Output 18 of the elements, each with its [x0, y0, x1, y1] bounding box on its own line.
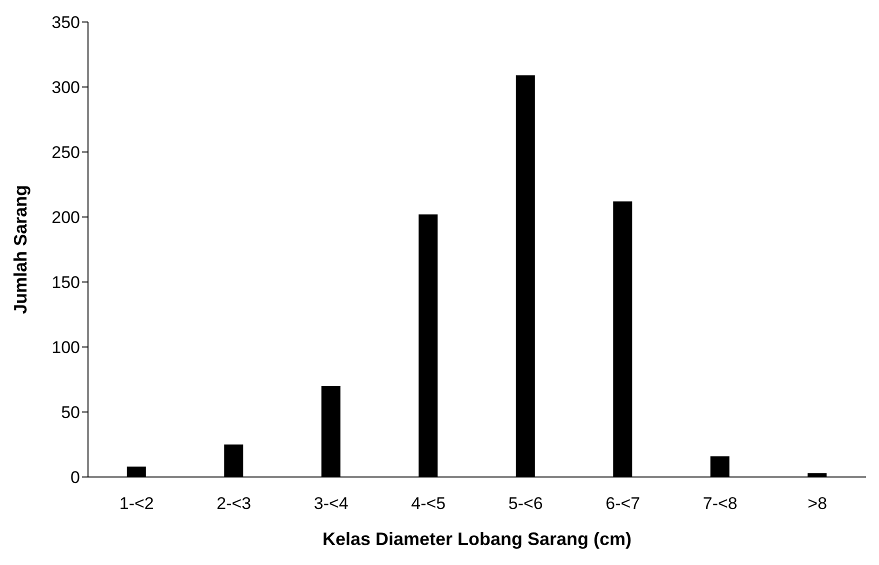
- y-tick-label: 200: [52, 208, 80, 228]
- y-tick-label: 300: [52, 78, 80, 98]
- y-tick-label: 150: [52, 273, 80, 292]
- x-tick-label: 6-<7: [606, 494, 640, 514]
- x-tick-label: 4-<5: [411, 494, 446, 514]
- x-tick-label: 5-<6: [508, 494, 543, 514]
- x-tick-label: 3-<4: [314, 494, 348, 514]
- y-tick-label: 350: [52, 13, 80, 32]
- y-tick-label: 100: [52, 338, 80, 358]
- x-axis-title: Kelas Diameter Lobang Sarang (cm): [322, 529, 632, 549]
- x-tick-label: 1-<2: [119, 494, 154, 514]
- y-tick-label: 50: [61, 403, 80, 422]
- y-tick-label: 0: [70, 468, 80, 488]
- x-tick-label: 7-<8: [702, 494, 738, 514]
- x-tick-label: >8: [808, 494, 828, 514]
- y-axis-title: Jumlah Sarang: [10, 184, 30, 314]
- x-tick-label: 2-<3: [216, 494, 252, 514]
- y-tick-label: 250: [52, 143, 80, 162]
